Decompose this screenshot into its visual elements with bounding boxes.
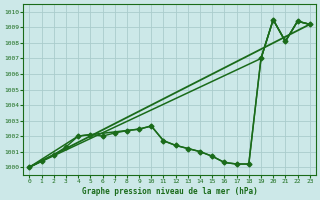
X-axis label: Graphe pression niveau de la mer (hPa): Graphe pression niveau de la mer (hPa) (82, 187, 258, 196)
